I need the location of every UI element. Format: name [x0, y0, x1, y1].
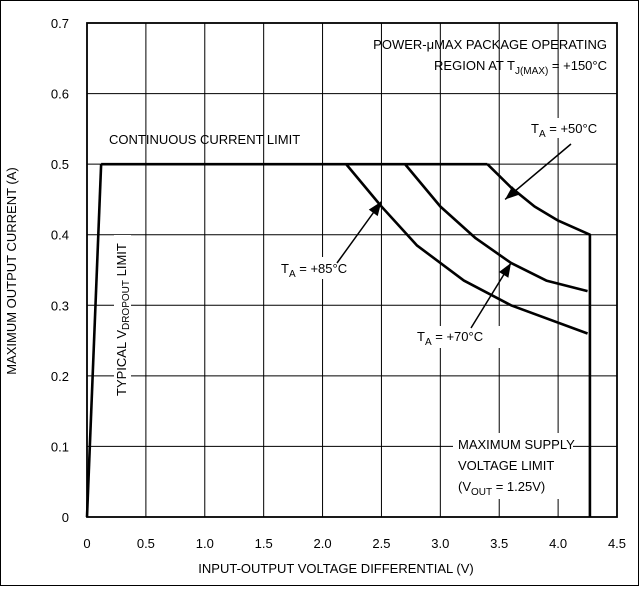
x-axis-label: INPUT-OUTPUT VOLTAGE DIFFERENTIAL (V) [198, 561, 473, 576]
x-tick-label: 3.5 [490, 536, 508, 551]
ta-70-arrow [470, 262, 512, 329]
ta-85-arrow [336, 201, 383, 264]
y-tick-label: 0.4 [51, 228, 69, 243]
arrows [336, 143, 572, 329]
x-tick-label: 4.0 [549, 536, 567, 551]
x-tick-label: 0.5 [137, 536, 155, 551]
continuous-limit-label: CONTINUOUS CURRENT LIMIT [109, 132, 300, 147]
y-tick-label: 0 [62, 510, 69, 525]
plot-border [86, 22, 618, 518]
ta-50-arrow-head [505, 186, 520, 200]
ta-70-label: TA = +70°C [414, 326, 500, 348]
dropout-label: TYPICAL VDROPOUT LIMIT [114, 235, 132, 399]
region-label-line1: POWER-μMAX PACKAGE OPERATING [373, 37, 607, 52]
svg-text:TA = +70°C: TA = +70°C [417, 329, 483, 348]
curves [85, 162, 592, 518]
y-tick-label: 0.5 [51, 157, 69, 172]
region-label-line2: REGION AT TJ(MAX) = +150°C [434, 58, 607, 77]
ta-70-arrow-head [498, 262, 511, 278]
supply-limit-label: MAXIMUM SUPPLY VOLTAGE LIMIT (VOUT = 1.2… [453, 433, 575, 499]
x-tick-label: 1.5 [255, 536, 273, 551]
region-label: POWER-μMAX PACKAGE OPERATING REGION AT T… [373, 37, 607, 77]
ta-50-arrow [504, 143, 572, 201]
ta-70-curve [404, 163, 588, 293]
x-tick-label: 3.0 [431, 536, 449, 551]
ta-85-arrow-head [368, 201, 382, 217]
dropout-limit-line [85, 164, 103, 518]
y-axis-label: MAXIMUM OUTPUT CURRENT (A) [4, 167, 19, 375]
ta-50-label: TA = +50°C [527, 118, 607, 140]
ta-85-curve [345, 163, 589, 335]
ta-50-curve [486, 163, 592, 517]
supply-label-line3: (VOUT = 1.25V) [458, 479, 545, 498]
svg-text:TA = +50°C: TA = +50°C [531, 121, 597, 140]
x-tick-label: 2.0 [314, 536, 332, 551]
y-tick-label: 0.3 [51, 298, 69, 313]
x-tick-label: 2.5 [372, 536, 390, 551]
y-tick-label: 0.2 [51, 369, 69, 384]
x-tick-label: 0 [83, 536, 90, 551]
svg-text:TYPICAL VDROPOUT LIMIT: TYPICAL VDROPOUT LIMIT [114, 243, 132, 396]
tick-labels: 0 0.5 1.0 1.5 2.0 2.5 3.0 3.5 4.0 4.5 0 0.1 0.2 0.3 0.… [51, 16, 626, 551]
ta-50-arrow-shaft [504, 143, 572, 201]
y-tick-label: 0.1 [51, 439, 69, 454]
x-tick-label: 1.0 [196, 536, 214, 551]
ta-85-label: TA = +85°C [278, 257, 362, 280]
svg-text:TA = +85°C: TA = +85°C [281, 261, 347, 280]
supply-label-line2: VOLTAGE LIMIT [458, 458, 554, 473]
y-tick-label: 0.7 [51, 16, 69, 31]
supply-label-line1: MAXIMUM SUPPLY [458, 437, 575, 452]
x-tick-label: 4.5 [608, 536, 626, 551]
y-tick-label: 0.6 [51, 87, 69, 102]
